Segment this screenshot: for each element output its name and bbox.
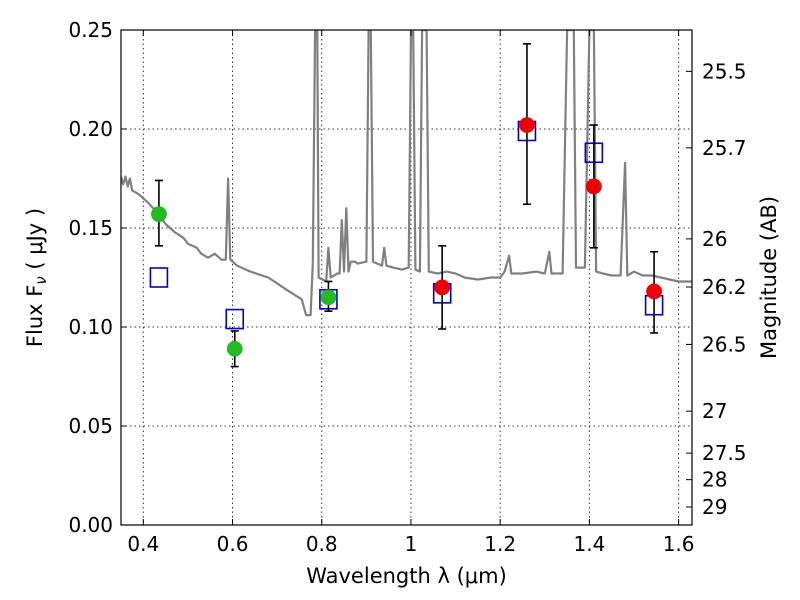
y-tick-label: 0.25 — [68, 18, 113, 42]
y-tick-label: 0.00 — [68, 513, 113, 537]
y2-tick-label: 27.5 — [702, 441, 747, 465]
x-tick-label: 1 — [405, 532, 418, 556]
x-tick-label: 1.4 — [573, 532, 605, 556]
y2-tick-label: 25.5 — [702, 59, 747, 83]
observed-flux-point — [320, 289, 337, 306]
x-tick-label: 0.4 — [127, 532, 159, 556]
y-axis-title-subscript: ν — [32, 276, 50, 284]
model-flux-square — [225, 308, 245, 330]
y2-tick-label: 26.2 — [702, 275, 747, 299]
x-tick-label: 0.8 — [306, 532, 338, 556]
y-tick-label: 0.05 — [68, 414, 113, 438]
x-tick-label: 1.2 — [484, 532, 516, 556]
grid-lines — [121, 30, 692, 525]
model-flux-square — [149, 267, 169, 288]
observed-flux-point — [646, 283, 662, 300]
x-tick-label: 1.6 — [663, 532, 695, 556]
x-axis-title: Wavelength λ (μm) — [306, 564, 507, 588]
y2-tick-label: 27 — [702, 399, 727, 423]
x-tick-label: 0.6 — [217, 532, 249, 556]
y2-tick-label: 26 — [702, 227, 727, 251]
y-tick-label: 0.10 — [68, 315, 113, 339]
y2-tick-label: 26.5 — [702, 332, 747, 356]
y-axis-title: Flux Fν ( μJy ) — [23, 208, 50, 347]
observed-flux-point — [434, 279, 451, 296]
y-axis-title-unit: ( μJy ) — [23, 208, 47, 276]
y-axis-title-main: Flux F — [23, 285, 47, 347]
observed-flux-point — [519, 117, 535, 133]
observed-flux-point — [585, 178, 602, 195]
y-tick-label: 0.15 — [68, 216, 113, 240]
sed-model-line — [121, 30, 692, 317]
y-tick-label: 0.20 — [68, 117, 113, 141]
plot-content — [121, 30, 692, 368]
y2-tick-label: 28 — [702, 468, 727, 492]
y2-tick-label: 25.7 — [702, 136, 747, 160]
observed-flux-point — [226, 340, 243, 357]
plot-frame — [120, 29, 693, 526]
observed-flux-point — [151, 206, 167, 223]
y2-tick-label: 29 — [702, 495, 727, 519]
y2-axis-title: Magnitude (AB) — [757, 196, 781, 359]
axis-ticks: 0.4 0.6 0.8 1 1.2 1.4 1.6 0.00 0.05 0.10 0.15 0.20 0… — [68, 18, 746, 556]
